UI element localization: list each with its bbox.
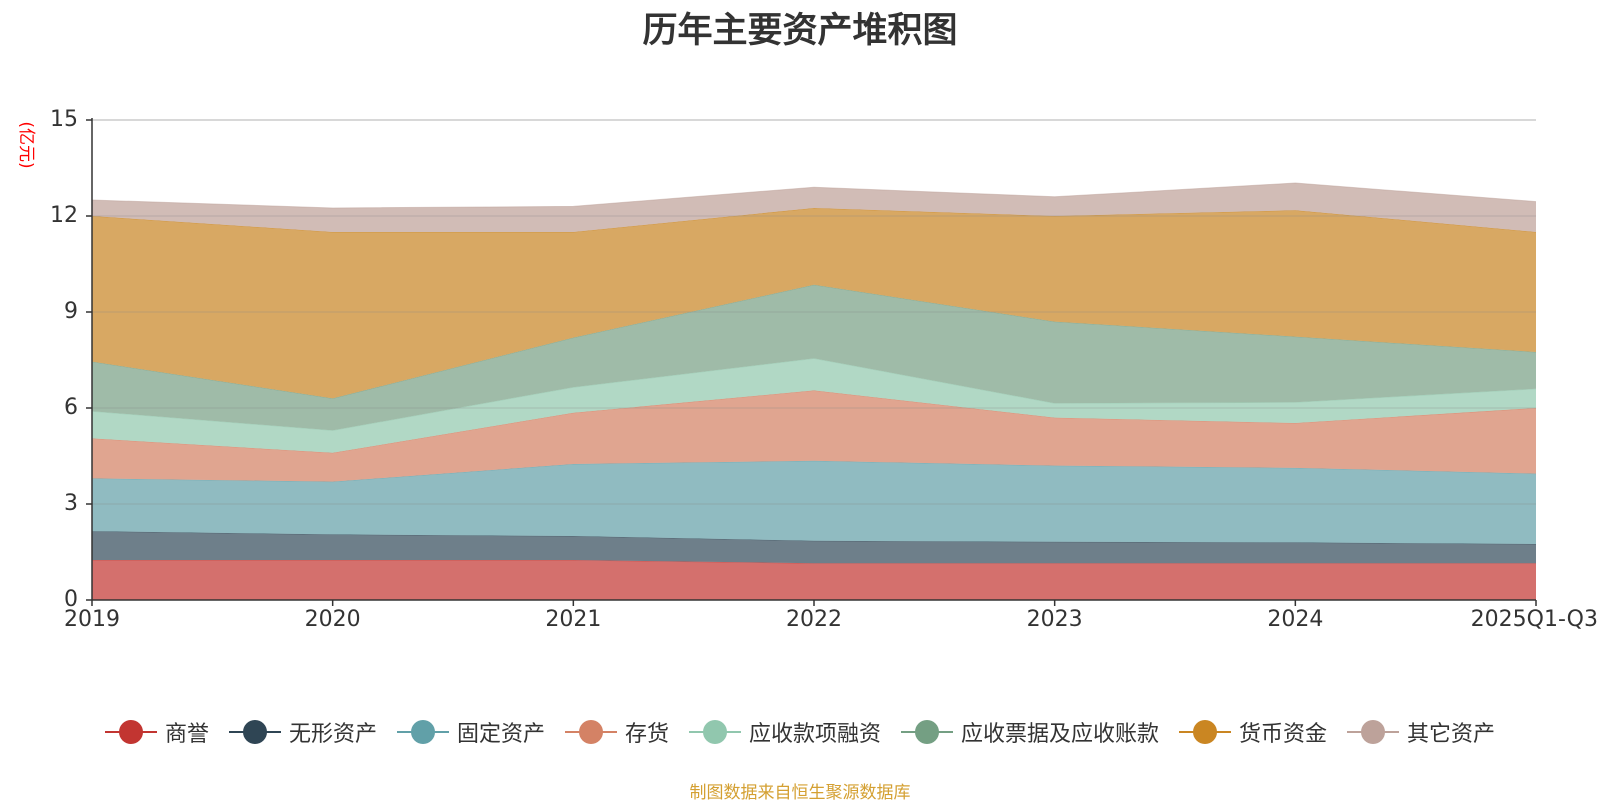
legend-marker <box>1347 720 1400 744</box>
y-tick-label: 15 <box>50 107 78 132</box>
legend: 商誉 无形资产 固定资产 存货 应收款项融资 应收票据及应收账款 货币资金 其它资产 <box>0 714 1600 750</box>
x-tick-label: 2025Q1-Q3 <box>1471 607 1598 632</box>
legend-dot <box>578 720 603 744</box>
legend-marker <box>689 720 741 744</box>
y-tick-label: 0 <box>64 587 78 612</box>
series-areas <box>91 182 1537 600</box>
legend-dot <box>1193 720 1218 744</box>
chart-title: 历年主要资产堆积图 <box>642 11 958 51</box>
legend-item-6[interactable]: 货币资金 <box>1179 716 1327 748</box>
area-series-3[interactable] <box>92 390 1536 482</box>
area-edge-7 <box>91 182 1537 209</box>
legend-dot <box>242 720 267 744</box>
x-tick-label: 2024 <box>1267 607 1323 632</box>
legend-item-1[interactable]: 无形资产 <box>228 716 377 748</box>
legend-dot <box>1361 720 1386 744</box>
legend-item-4[interactable]: 应收款项融资 <box>689 716 881 748</box>
legend-marker <box>104 720 157 744</box>
y-tick-labels: 0 3 6 9 12 15 <box>50 107 92 612</box>
x-tick-label: 2019 <box>64 607 120 632</box>
legend-label: 货币资金 <box>1239 722 1328 747</box>
legend-marker <box>1179 720 1232 744</box>
x-tick-label: 2022 <box>786 607 842 632</box>
area-series-2[interactable] <box>92 460 1536 544</box>
legend-item-5[interactable]: 应收票据及应收账款 <box>901 716 1159 748</box>
y-tick-label: 3 <box>64 491 78 516</box>
area-series-7[interactable] <box>92 183 1536 232</box>
grid-overlay <box>92 215 1536 505</box>
legend-marker <box>396 720 449 744</box>
x-tick-label: 2021 <box>545 607 601 632</box>
legend-dot <box>410 720 435 744</box>
legend-item-7[interactable]: 其它资产 <box>1347 716 1495 748</box>
x-tick-labels: 2019 2020 2021 2022 2023 2024 2025Q1-Q3 <box>64 600 1598 632</box>
legend-dot <box>118 720 143 744</box>
legend-label: 应收款项融资 <box>749 722 882 747</box>
y-tick-label: 12 <box>50 203 78 228</box>
area-series-4[interactable] <box>92 358 1536 453</box>
legend-marker <box>901 720 954 744</box>
legend-marker <box>228 720 281 744</box>
legend-label: 应收票据及应收账款 <box>961 722 1160 747</box>
area-series-1[interactable] <box>92 531 1536 564</box>
y-tick-label: 9 <box>64 299 78 324</box>
x-tick-label: 2023 <box>1027 607 1083 632</box>
y-tick-label: 6 <box>64 395 78 420</box>
legend-label: 固定资产 <box>456 722 545 747</box>
legend-item-3[interactable]: 存货 <box>564 716 669 748</box>
x-tick-label: 2020 <box>305 607 361 632</box>
legend-dot <box>703 720 727 744</box>
legend-label: 其它资产 <box>1407 722 1496 747</box>
y-axis-label: (亿元) <box>16 121 36 168</box>
data-source-note: 制图数据来自恒生聚源数据库 <box>689 783 911 803</box>
legend-marker <box>564 720 617 744</box>
legend-dot <box>915 720 940 744</box>
legend-label: 商誉 <box>164 722 209 747</box>
legend-label: 无形资产 <box>288 722 377 747</box>
area-series-0[interactable] <box>92 560 1536 600</box>
legend-item-2[interactable]: 固定资产 <box>396 716 545 748</box>
legend-item-0[interactable]: 商誉 <box>104 716 209 748</box>
legend-label: 存货 <box>624 722 669 747</box>
area-series-6[interactable] <box>92 208 1536 399</box>
area-series-5[interactable] <box>92 284 1536 431</box>
